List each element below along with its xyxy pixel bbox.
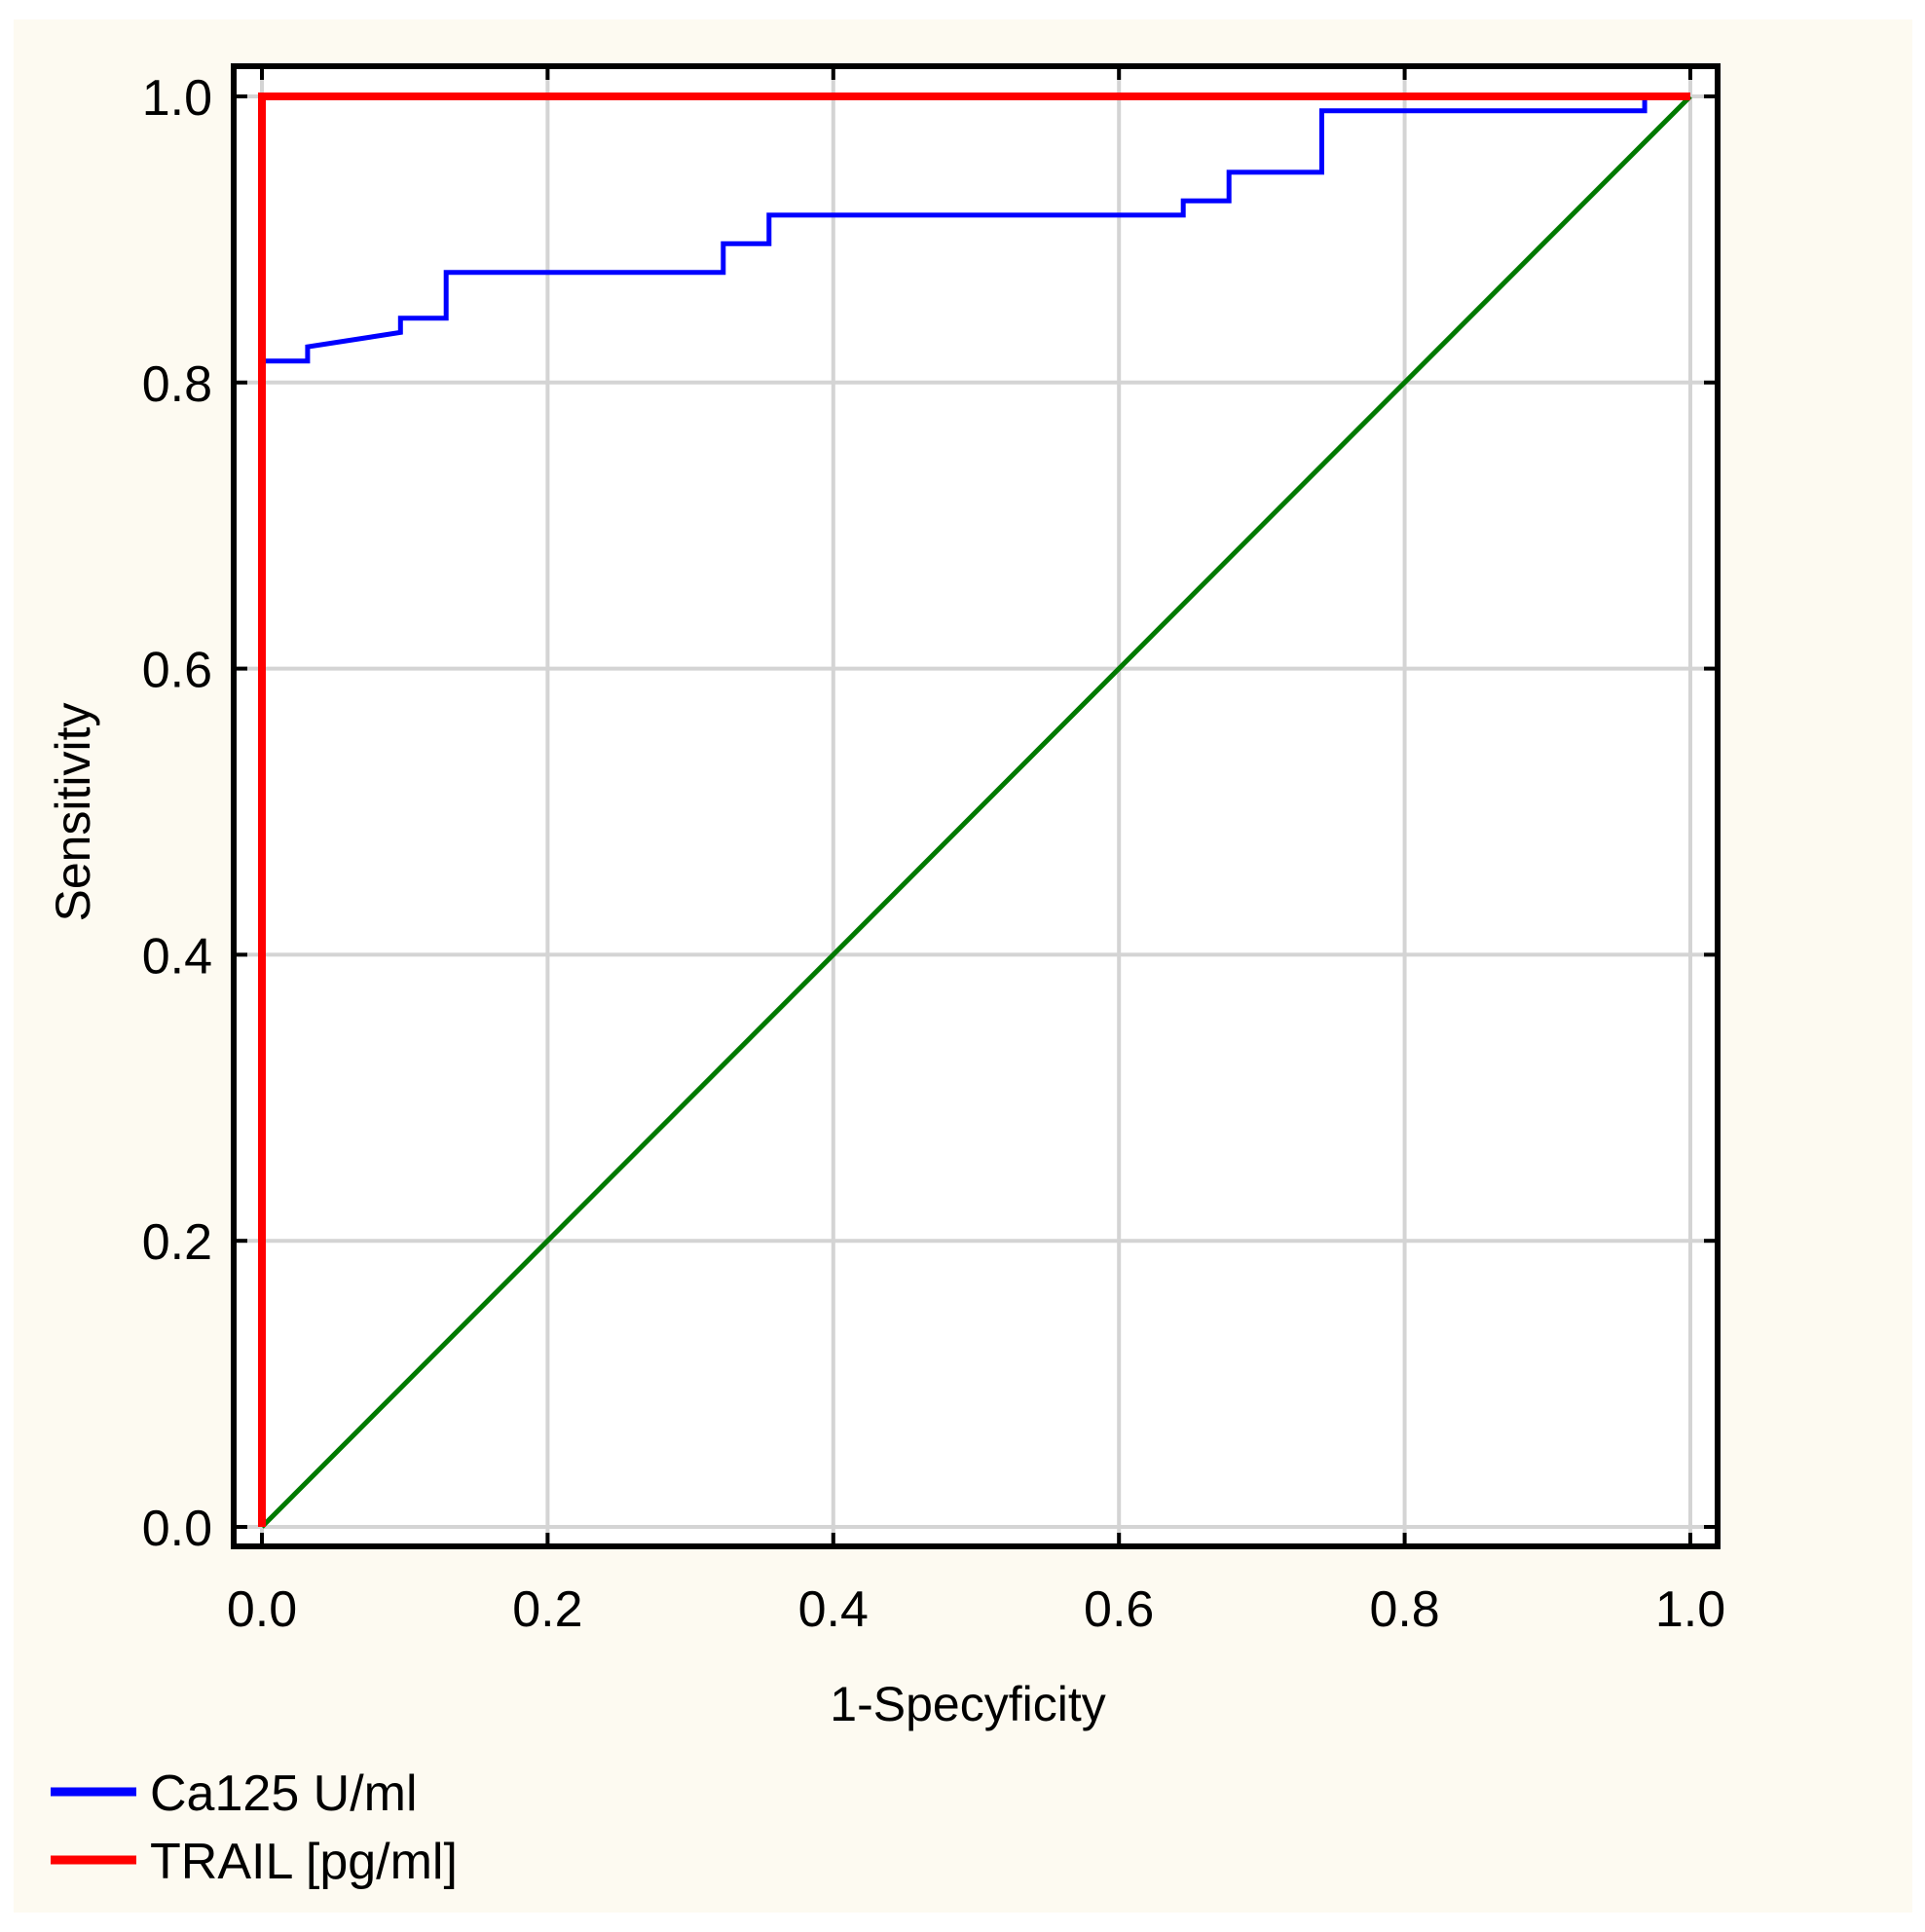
- y-tick-label: 1.0: [142, 70, 212, 127]
- grid-lines: [234, 66, 1718, 1546]
- x-tick-label: 0.0: [227, 1581, 297, 1638]
- reference-diagonal-line: [260, 94, 1692, 1529]
- x-tick-label: 0.4: [798, 1581, 869, 1638]
- legend-label-trail: TRAIL [pg/ml]: [150, 1834, 458, 1890]
- series-line-trail: [258, 93, 1690, 1527]
- legend: Ca125 U/ml TRAIL [pg/ml]: [51, 1765, 458, 1890]
- axis-ticks: 0.0 0.2 0.4 0.6 0.8 1.0 0.0 0.2 0.4 0.6 0.8 1.0: [142, 66, 1725, 1638]
- x-tick-label: 0.2: [512, 1581, 582, 1638]
- x-axis-title: 1-Specyficity: [830, 1677, 1105, 1731]
- x-tick-label: 0.6: [1084, 1581, 1154, 1638]
- legend-label-ca125: Ca125 U/ml: [150, 1765, 418, 1822]
- y-tick-label: 0.2: [142, 1214, 212, 1271]
- series-lines: [258, 93, 1692, 1529]
- y-axis-title: Sensitivity: [46, 702, 100, 921]
- y-tick-label: 0.6: [142, 643, 212, 699]
- plot-frame: [231, 63, 1721, 1549]
- y-tick-label: 0.0: [142, 1501, 212, 1557]
- y-tick-label: 0.8: [142, 356, 212, 413]
- x-tick-label: 1.0: [1655, 1581, 1725, 1638]
- x-tick-label: 0.8: [1369, 1581, 1439, 1638]
- series-line-ca125: [262, 93, 1690, 364]
- y-tick-label: 0.4: [142, 928, 212, 985]
- plot-area: [234, 66, 1718, 1546]
